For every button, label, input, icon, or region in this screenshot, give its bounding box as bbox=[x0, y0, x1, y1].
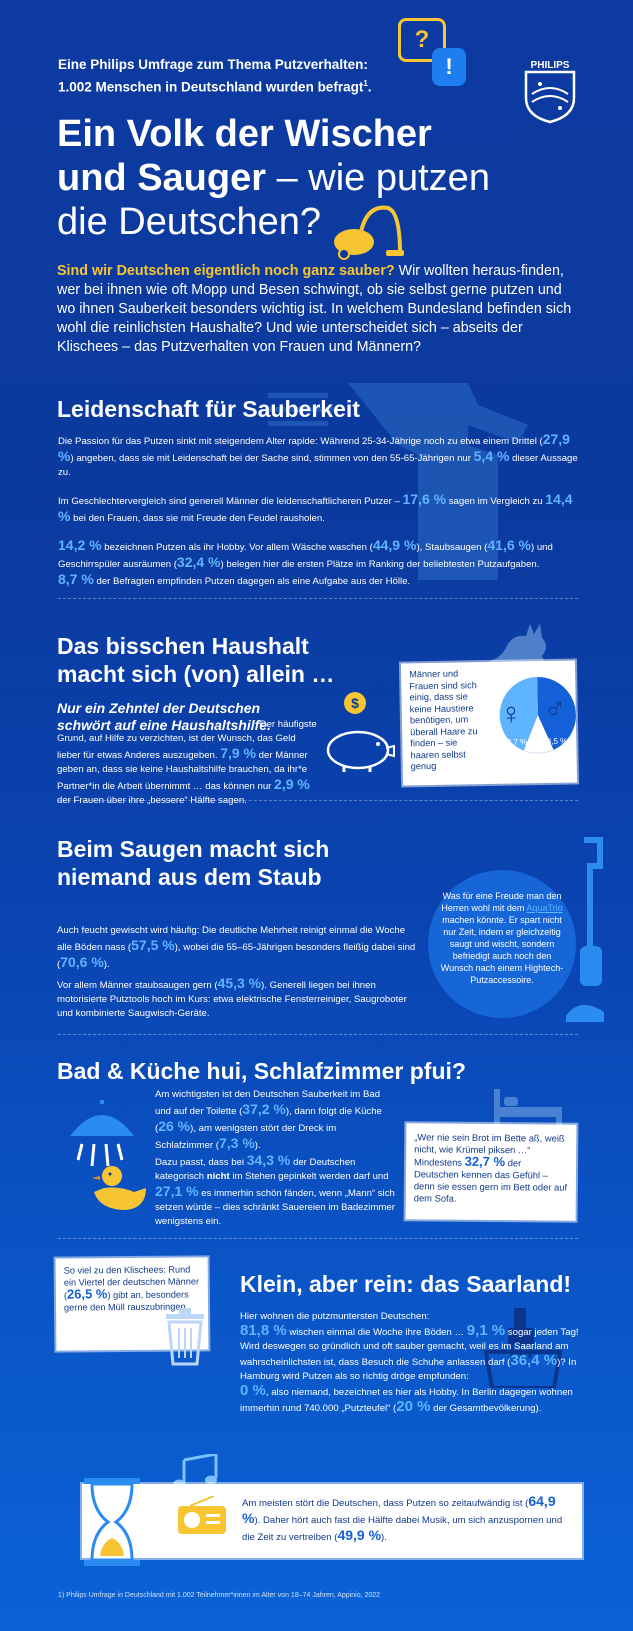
music-text: Am meisten stört die Deutschen, dass Put… bbox=[242, 1493, 563, 1543]
vacuum-cleaner-icon bbox=[330, 198, 406, 260]
cat-icon bbox=[480, 612, 560, 672]
pie-label-female: 43,7 % bbox=[502, 737, 528, 747]
section-3-para-1: Auch feucht gewischt wird häufig: Die de… bbox=[57, 925, 416, 970]
question-mark: ? bbox=[414, 26, 430, 53]
section-5-intro: Hier wohnen die putzmuntersten Deutschen… bbox=[240, 1311, 430, 1322]
section-2-title: Das bisschen Haushalt macht sich (von) al… bbox=[57, 633, 335, 687]
section-2-text: Der häufigste Grund, auf Hilfe zu verzic… bbox=[57, 719, 317, 806]
intro-paragraph: Sind wir Deutschen eigentlich noch ganz … bbox=[57, 262, 577, 357]
crumbs-note-quote: „Wer nie sein Brot im Bette aß, weiß nic… bbox=[414, 1131, 565, 1156]
spray-bottle-icon bbox=[268, 365, 588, 590]
trash-can-icon bbox=[162, 1306, 208, 1366]
section-3-title: Beim Saugen macht sich niemand aus dem St… bbox=[57, 836, 330, 890]
page-title: Ein Volk der Wischer und Sauger – wie pu… bbox=[57, 112, 557, 244]
hourglass-icon bbox=[80, 1476, 144, 1568]
separator-4 bbox=[58, 1238, 578, 1239]
survey-line-1: Eine Philips Umfrage zum Thema Putzverha… bbox=[58, 57, 368, 72]
male-symbol-icon: ♂ bbox=[543, 692, 567, 727]
aquatrio-bubble-text: Was für eine Freude man den Herren wohl … bbox=[440, 891, 564, 985]
section-3-para-2: Vor allem Männer staubsaugen gern (45,3 … bbox=[57, 975, 407, 1019]
title-line-1: Ein Volk der Wischer bbox=[57, 113, 432, 155]
section-5-text: Hier wohnen die putzmuntersten Deutschen… bbox=[240, 1310, 580, 1416]
question-bubble-icon: ? bbox=[398, 18, 446, 62]
pie-slice-male bbox=[537, 677, 576, 750]
stick-vacuum-icon bbox=[560, 836, 620, 1026]
title-line-2: und Sauger – wie putzen bbox=[57, 157, 490, 199]
section-1-para-3: 14,2 % bezeichnen Putzen als ihr Hobby. … bbox=[58, 537, 553, 587]
pie-slice-female bbox=[499, 677, 538, 751]
aquatrio-bubble bbox=[428, 870, 576, 1018]
intro-lead: Sind wir Deutschen eigentlich noch ganz … bbox=[57, 263, 395, 279]
section-5-body: 81,8 % wischen einmal die Woche ihre Böd… bbox=[240, 1322, 579, 1415]
pet-hair-note: Männer und Frauen sind sich einig, dass … bbox=[400, 660, 578, 786]
section-1-text: Die Passion für das Putzen sinkt mit ste… bbox=[58, 432, 583, 589]
separator-3 bbox=[58, 1034, 578, 1035]
section-2-subtitle: Nur ein Zehntel der Deutschen schwört auf… bbox=[57, 700, 271, 733]
philips-shield-logo: PHILIPS bbox=[522, 58, 578, 124]
separator-1 bbox=[58, 598, 578, 599]
piggy-bank-icon bbox=[320, 712, 400, 772]
section-4-text: Am wichtigsten ist den Deutschen Sauberk… bbox=[155, 1088, 395, 1229]
exclamation-mark: ! bbox=[445, 54, 453, 79]
radio-icon bbox=[176, 1495, 228, 1534]
section-4-title: Bad & Küche hui, Schlafzimmer pfui? bbox=[57, 1058, 466, 1084]
exclamation-bubble-icon: ! bbox=[432, 48, 466, 86]
survey-intro: Eine Philips Umfrage zum Thema Putzverha… bbox=[58, 55, 458, 97]
separator-2 bbox=[58, 800, 578, 801]
section-1-para-2: Im Geschlechtervergleich sind generell M… bbox=[58, 491, 573, 524]
intro-text: Wir wollten heraus-finden, wer bei ihnen… bbox=[57, 263, 572, 355]
music-note-banner bbox=[82, 1484, 582, 1558]
title-line-3: die Deutschen? bbox=[57, 201, 322, 243]
bucket-icon bbox=[478, 1308, 568, 1390]
female-symbol-icon: ♀ bbox=[499, 697, 523, 731]
section-4-para-2: Dazu passt, dass bei 34,3 % der Deutsche… bbox=[155, 1152, 395, 1227]
shower-icon bbox=[62, 1100, 142, 1180]
coin-icon: $ bbox=[344, 692, 366, 714]
aquatrio-link[interactable]: AquaTrio bbox=[526, 903, 563, 913]
crumbs-note-text: Mindestens 32,7 % der Deutschen kennen d… bbox=[413, 1153, 568, 1204]
section-5-title: Klein, aber rein: das Saarland! bbox=[240, 1271, 572, 1297]
bed-icon bbox=[492, 1087, 564, 1127]
brand-name: PHILIPS bbox=[531, 60, 570, 71]
rubber-duck-icon bbox=[90, 1162, 150, 1212]
gender-pie-chart bbox=[497, 674, 578, 755]
section-1-para-1: Die Passion für das Putzen sinkt mit ste… bbox=[58, 431, 578, 478]
survey-line-2: 1.002 Menschen in Deutschland wurden bef… bbox=[58, 79, 372, 95]
footnote-ref: 1 bbox=[363, 79, 368, 88]
pie-label-male: 43,5 % bbox=[542, 736, 568, 747]
pet-hair-note-text: Männer und Frauen sind sich einig, dass … bbox=[409, 668, 478, 772]
section-1-title: Leidenschaft für Sauberkeit bbox=[57, 396, 360, 422]
section-3-text: Auch feucht gewischt wird häufig: Die de… bbox=[57, 924, 417, 1021]
section-4-para-1: Am wichtigsten ist den Deutschen Sauberk… bbox=[155, 1089, 382, 1151]
crumbs-note: „Wer nie sein Brot im Bette aß, weiß nic… bbox=[405, 1123, 577, 1221]
footnote: 1) Philips Umfrage in Deutschland mit 1.… bbox=[58, 1592, 381, 1599]
